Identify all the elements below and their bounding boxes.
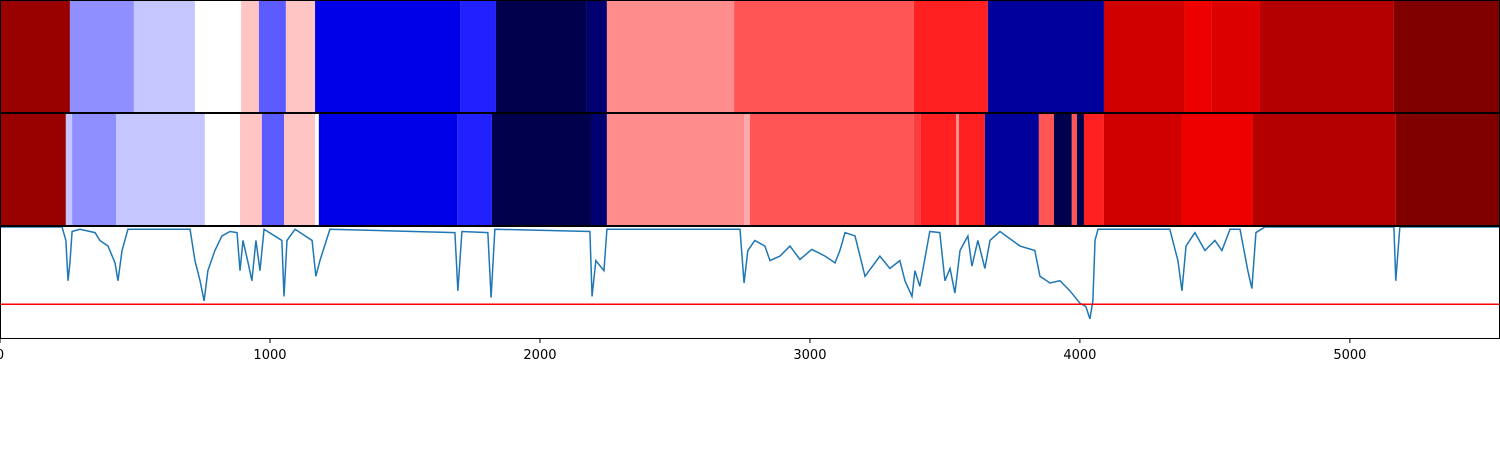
segment xyxy=(734,1,914,113)
segment xyxy=(913,114,921,226)
segment xyxy=(955,114,959,226)
segment xyxy=(586,1,607,113)
segment xyxy=(491,114,591,226)
segment xyxy=(920,114,956,226)
panel xyxy=(0,114,1500,226)
segment xyxy=(1038,114,1054,226)
segment xyxy=(204,114,241,226)
segment xyxy=(69,1,134,113)
segment xyxy=(987,1,1104,113)
x-tick-label: 2000 xyxy=(523,348,556,363)
segment xyxy=(240,114,262,226)
segment xyxy=(1252,114,1396,226)
x-tick-label: 0 xyxy=(0,348,4,363)
segment xyxy=(1071,114,1077,226)
segment xyxy=(285,1,316,113)
segment xyxy=(744,114,750,226)
segment xyxy=(606,1,735,113)
segment xyxy=(258,1,286,113)
segment xyxy=(1076,114,1084,226)
segment xyxy=(315,1,461,113)
segment xyxy=(606,114,745,226)
segment xyxy=(1211,1,1260,113)
panel xyxy=(0,227,1500,320)
segment xyxy=(1181,114,1253,226)
segment xyxy=(495,1,587,113)
segment xyxy=(72,114,117,226)
segment xyxy=(913,1,988,113)
segment xyxy=(1103,114,1182,226)
segment xyxy=(116,114,205,226)
x-tick-label: 4000 xyxy=(1063,348,1096,363)
segment xyxy=(194,1,242,113)
x-tick-label: 5000 xyxy=(1333,348,1366,363)
segment xyxy=(65,114,73,226)
segment xyxy=(241,1,259,113)
segment xyxy=(750,114,914,226)
segment xyxy=(1083,114,1104,226)
segment xyxy=(1395,114,1500,226)
data-line xyxy=(0,227,1500,320)
segment xyxy=(1184,1,1212,113)
segment xyxy=(0,114,66,226)
segment xyxy=(1393,1,1500,113)
segment xyxy=(1259,1,1394,113)
segment xyxy=(133,1,195,113)
x-tick-label: 1000 xyxy=(253,348,286,363)
segment xyxy=(315,114,319,226)
segment xyxy=(984,114,1039,226)
panel xyxy=(0,1,1500,113)
segment xyxy=(457,114,492,226)
segment xyxy=(261,114,285,226)
segment xyxy=(460,1,496,113)
segment xyxy=(284,114,316,226)
x-tick-label: 3000 xyxy=(793,348,826,363)
segment xyxy=(590,114,607,226)
segment xyxy=(1053,114,1072,226)
panels: 0 1000 2000 3000 4000 5000 xyxy=(0,0,1500,363)
panel-frame xyxy=(0,226,1500,339)
segment xyxy=(0,1,70,113)
segment xyxy=(1103,1,1185,113)
segment xyxy=(318,114,458,226)
segment xyxy=(958,114,985,226)
